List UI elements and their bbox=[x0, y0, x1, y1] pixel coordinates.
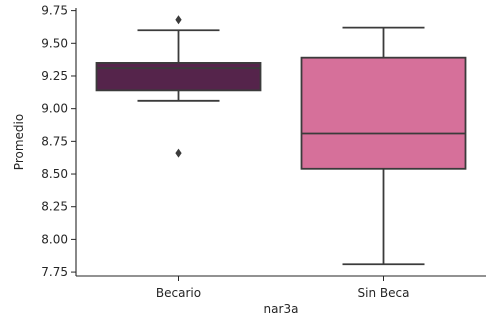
y-tick-label: 8.75 bbox=[41, 134, 68, 148]
x-tick-label: Sin Beca bbox=[358, 286, 410, 300]
y-tick-label: 8.50 bbox=[41, 167, 68, 181]
iqr-box bbox=[95, 62, 262, 92]
y-tick-label: 7.75 bbox=[41, 265, 68, 279]
y-tick-label: 9.00 bbox=[41, 102, 68, 116]
outlier-point bbox=[175, 15, 182, 25]
y-tick-label: 9.50 bbox=[41, 36, 68, 50]
x-axis: Becario Sin Beca bbox=[156, 276, 410, 300]
box-1 bbox=[95, 15, 262, 158]
iqr-box bbox=[300, 56, 467, 170]
y-axis-label: Promedio bbox=[12, 114, 26, 170]
box-2 bbox=[300, 26, 467, 266]
y-tick-label: 8.00 bbox=[41, 232, 68, 246]
x-axis-label: nar3a bbox=[264, 302, 299, 316]
y-axis: 7.75 8.00 8.25 8.50 8.75 9.00 9.25 9.50 9.75 bbox=[41, 4, 76, 279]
y-tick-label: 9.25 bbox=[41, 69, 68, 83]
x-tick-label: Becario bbox=[156, 286, 201, 300]
y-tick-label: 9.75 bbox=[41, 4, 68, 18]
outlier-point bbox=[175, 148, 182, 158]
y-tick-label: 8.25 bbox=[41, 200, 68, 214]
boxes bbox=[95, 15, 467, 266]
